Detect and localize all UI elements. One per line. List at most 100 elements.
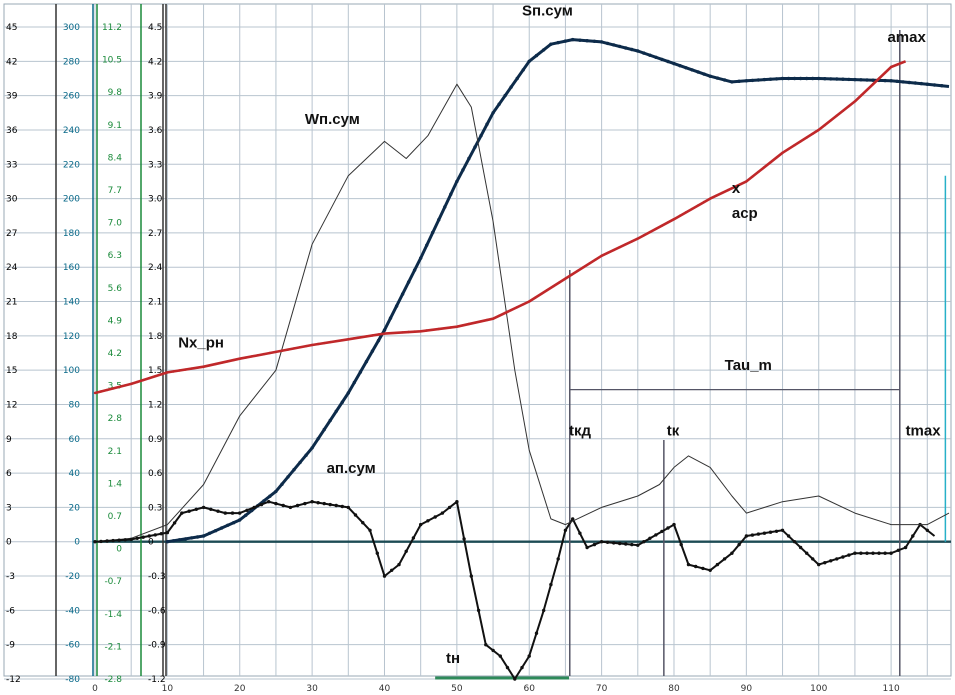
series-point (666, 221, 670, 224)
series-point (196, 366, 199, 369)
series-point (883, 78, 887, 83)
series-point (443, 205, 447, 209)
y-tick-label: 7.7 (108, 186, 122, 196)
series-point (286, 475, 290, 479)
series-point (105, 388, 109, 392)
series-point (437, 327, 440, 331)
series-point (447, 505, 452, 510)
series-point (768, 77, 773, 81)
series-point (556, 40, 560, 45)
series-point (841, 109, 845, 113)
series-point (859, 94, 863, 97)
series-point (678, 63, 682, 68)
x-tick-label: 30 (306, 684, 318, 694)
series-point (871, 78, 875, 82)
series-point (207, 531, 212, 535)
series-point (310, 343, 314, 347)
series-point (111, 538, 115, 543)
series-point (744, 534, 749, 538)
y-tick-label: -80 (65, 675, 80, 685)
series-point (154, 375, 157, 378)
y-tick-label: -0.9 (148, 641, 166, 651)
series-point (274, 489, 278, 494)
series-point (509, 85, 513, 89)
y-tick-label: 3.3 (148, 160, 162, 170)
series-point (455, 500, 459, 504)
series-point (431, 230, 435, 235)
y-tick-label: -0.6 (148, 606, 166, 616)
series-point (347, 338, 350, 341)
series-point (636, 49, 640, 53)
x-tick-label: 10 (162, 684, 174, 694)
series-point (684, 66, 688, 70)
series-point (352, 380, 356, 385)
y-tick-label: -1.2 (148, 675, 166, 685)
series-point (696, 70, 700, 74)
series-point (304, 453, 308, 457)
series-point (419, 522, 423, 527)
series-point (744, 79, 749, 83)
annotation-label: tн (446, 650, 460, 667)
series-point (516, 306, 519, 309)
series-point (395, 331, 398, 334)
series-point (534, 296, 537, 299)
y-tick-label: 24 (6, 263, 18, 273)
series-point (563, 528, 568, 532)
x-tick-label: 80 (668, 684, 680, 694)
series-point (244, 513, 248, 517)
series-point (787, 147, 790, 151)
series-point (901, 80, 905, 84)
series-point (546, 288, 549, 292)
series-point (715, 76, 720, 80)
series-point (721, 191, 724, 195)
series-point (630, 47, 634, 52)
series-point (853, 551, 857, 555)
series-point (93, 391, 97, 395)
series-point (540, 292, 543, 296)
series-point (383, 332, 386, 335)
series-point (238, 511, 242, 515)
series-point (799, 140, 802, 143)
series-point (178, 369, 181, 372)
series-point (310, 500, 314, 504)
series-point (274, 501, 278, 506)
series-point (654, 533, 658, 537)
series-point (426, 519, 430, 523)
series-point (117, 538, 121, 542)
axes: -12-9-6-30369121518212427303336394245-80… (6, 4, 900, 694)
series-point (449, 326, 452, 329)
series-point (871, 83, 875, 86)
y-tick-label: 1.5 (148, 366, 162, 376)
series-point (871, 551, 875, 555)
series-point (730, 80, 734, 84)
series-point (666, 59, 670, 64)
series-point (701, 566, 705, 571)
series-point (798, 545, 803, 550)
y-tick-label: 9.1 (108, 121, 122, 131)
series-point (129, 537, 133, 542)
series-point (183, 537, 188, 541)
series-point (136, 380, 139, 384)
series-point (624, 46, 628, 50)
series-point (220, 526, 224, 530)
series-point (865, 78, 869, 82)
x-tick-label: 110 (883, 684, 900, 694)
y-tick-label: 0 (6, 538, 12, 548)
y-tick-label: 30 (6, 195, 18, 205)
series-point (829, 559, 833, 563)
series-point (340, 504, 344, 509)
series-point (469, 574, 473, 578)
series-point (903, 545, 908, 550)
x-tick-label: 20 (234, 684, 246, 694)
series-point (341, 339, 344, 342)
series-point (690, 68, 694, 72)
series-point (558, 281, 561, 284)
series-point (793, 144, 796, 147)
y-tick-label: 10.5 (102, 56, 122, 66)
y-tick-label: 0.9 (148, 435, 163, 445)
series-point (660, 57, 664, 62)
series-point (201, 505, 206, 510)
series-point (400, 292, 405, 296)
series-point (556, 557, 560, 561)
